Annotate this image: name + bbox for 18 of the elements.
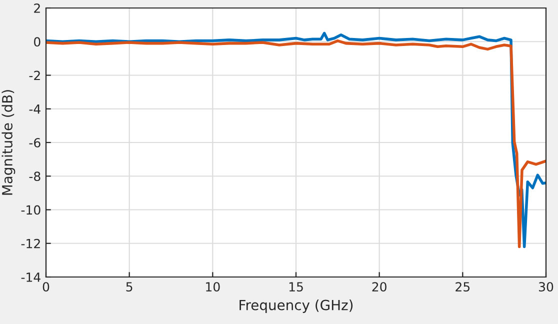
y-tick-label: 0: [34, 37, 40, 47]
x-axis-title: Frequency (GHz): [240, 300, 353, 313]
y-tick-label: -10: [21, 205, 40, 215]
y-axis-title: Magnitude (dB): [2, 90, 16, 195]
x-tick-label: 15: [289, 282, 303, 292]
x-tick-label: 10: [206, 282, 220, 292]
y-tick-label: -2: [29, 70, 40, 80]
x-tick-label: 20: [372, 282, 386, 292]
y-tick-label: -6: [29, 138, 40, 148]
x-tick-label: 0: [42, 282, 50, 292]
y-tick-label: -8: [29, 172, 40, 182]
y-tick-label: -4: [29, 104, 40, 114]
y-tick-label: -12: [21, 238, 40, 248]
x-tick-label: 25: [456, 282, 470, 292]
x-tick-label: 30: [539, 282, 554, 292]
y-tick-label: -14: [21, 272, 40, 282]
x-tick-label: 5: [126, 282, 132, 292]
y-tick-label: 2: [34, 3, 40, 13]
